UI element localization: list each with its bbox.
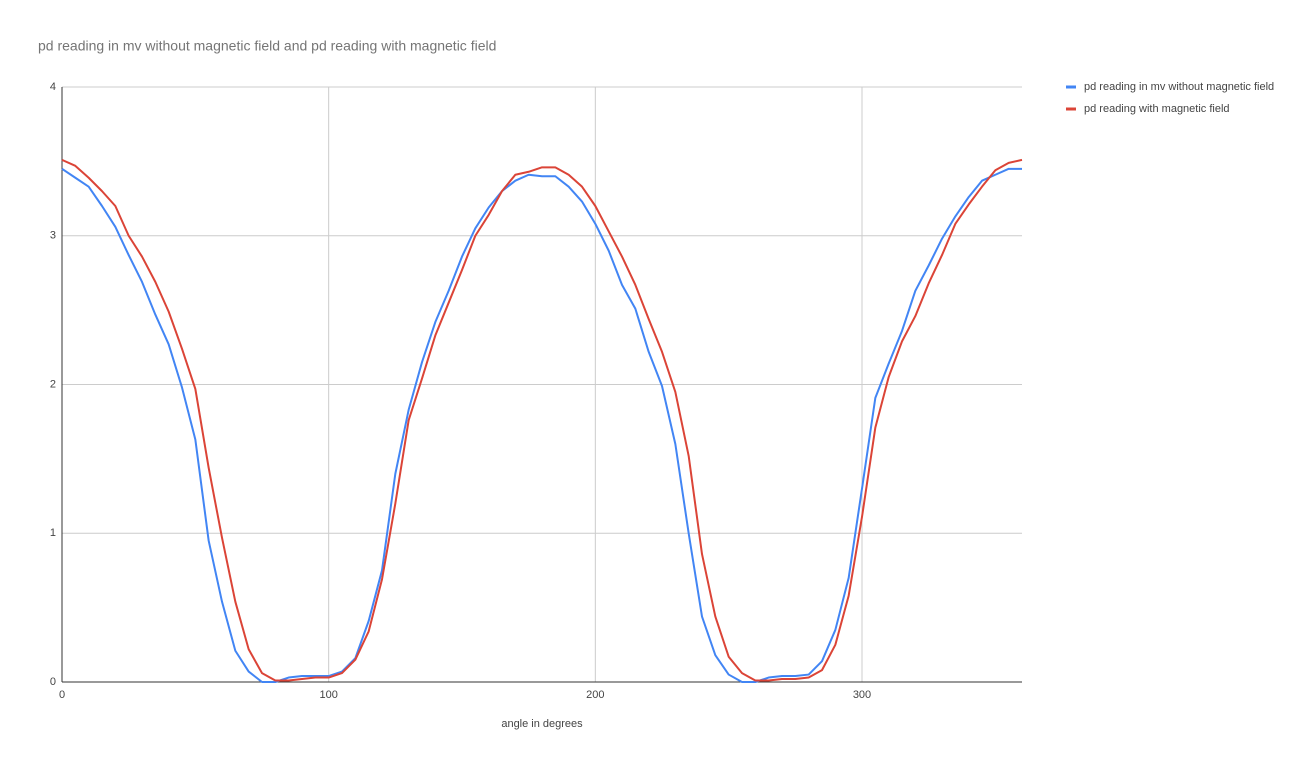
legend-label: pd reading with magnetic field [1084,103,1230,115]
legend-label: pd reading in mv without magnetic field [1084,81,1274,93]
y-tick-label: 0 [50,676,56,688]
x-axis-title: angle in degrees [501,718,583,730]
x-tick-label: 200 [586,689,604,701]
line-series [61,158,1023,682]
y-tick-label: 4 [50,81,56,93]
line-series [61,167,1022,683]
x-tick-label: 300 [853,689,871,701]
y-tick-label: 1 [50,527,56,539]
y-tick-label: 2 [50,378,56,390]
x-tick-label: 100 [319,689,337,701]
x-tick-label: 0 [59,689,65,701]
chart-title: pd reading in mv without magnetic field … [38,38,496,54]
y-tick-label: 3 [50,230,56,242]
